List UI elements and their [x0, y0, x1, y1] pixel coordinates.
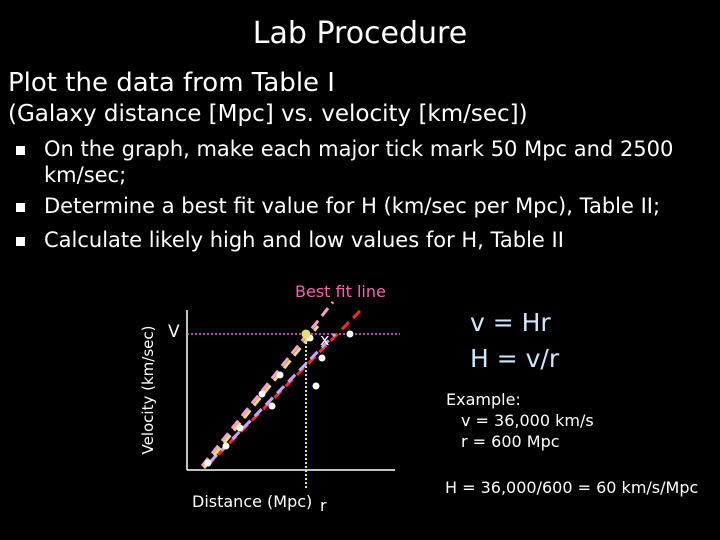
- intersection-x-label: x: [320, 330, 329, 349]
- data-point: [204, 459, 212, 467]
- formula-hubble-constant: H = v/r: [470, 344, 560, 373]
- data-point: [258, 390, 266, 398]
- high-fit-line: [205, 309, 362, 468]
- data-point: [318, 354, 326, 362]
- example-result: H = 36,000/600 = 60 km/s/Mpc: [445, 478, 699, 497]
- example-distance: r = 600 Mpc: [461, 432, 560, 451]
- best-fit-label: Best fit line: [295, 282, 386, 301]
- subheading: (Galaxy distance [Mpc] vs. velocity [km/…: [8, 101, 528, 127]
- slide-title: Lab Procedure: [252, 16, 468, 51]
- velocity-marker-label: V: [168, 322, 180, 342]
- data-point: [268, 402, 276, 410]
- data-point: [222, 442, 230, 450]
- data-point: [312, 382, 320, 390]
- x-axis-label: Distance (Mpc): [192, 492, 313, 511]
- data-point: [276, 371, 284, 379]
- bullet-text: On the graph, make each major tick mark …: [44, 137, 674, 187]
- example-velocity: v = 36,000 km/s: [461, 411, 594, 430]
- distance-marker-label: r: [320, 496, 327, 515]
- low-fit-line: [208, 332, 337, 464]
- square-bullet-icon: [16, 203, 25, 212]
- intersection-marker: [301, 329, 311, 339]
- data-point: [236, 424, 244, 432]
- data-point: [346, 330, 354, 338]
- example-title: Example:: [446, 390, 521, 409]
- bullet-text: Determine a best fit value for H (km/sec…: [44, 194, 661, 218]
- yellow-fit-line: [202, 325, 320, 469]
- square-bullet-icon: [16, 237, 25, 246]
- square-bullet-icon: [16, 146, 25, 155]
- data-points: [204, 330, 354, 467]
- formula-hubble-law: v = Hr: [470, 308, 551, 337]
- y-axis-label: Velocity (km/sec): [139, 325, 157, 455]
- heading: Plot the data from Table I: [8, 68, 335, 98]
- bullet-text: Calculate likely high and low values for…: [44, 228, 564, 252]
- best-fit-line: [200, 301, 335, 467]
